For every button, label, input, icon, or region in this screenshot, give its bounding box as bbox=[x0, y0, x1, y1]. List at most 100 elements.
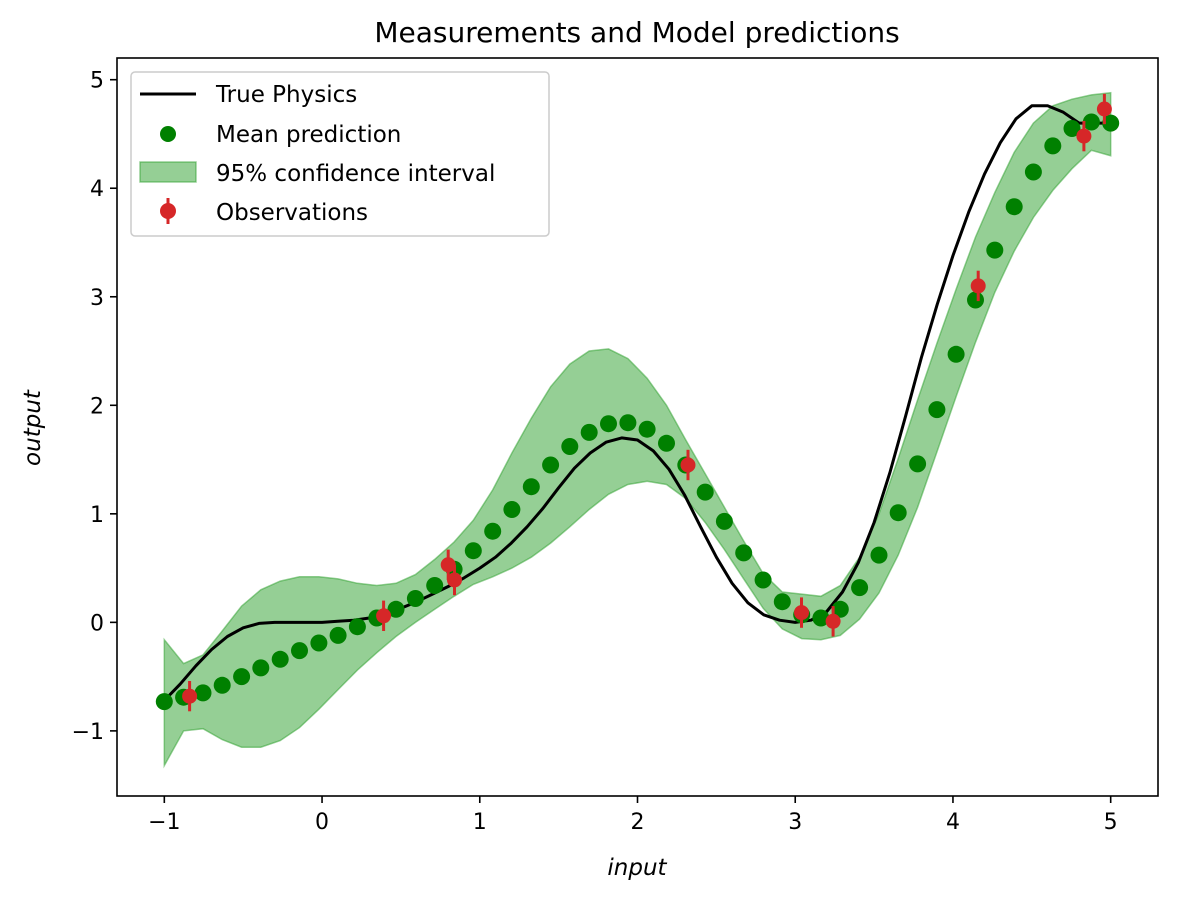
mean-prediction-point bbox=[348, 618, 366, 636]
legend-label-observations: Observations bbox=[216, 200, 368, 226]
mean-prediction-point bbox=[1005, 198, 1023, 216]
mean-prediction-point bbox=[831, 600, 849, 618]
observation-marker bbox=[970, 278, 986, 294]
mean-prediction-point bbox=[715, 512, 733, 530]
y-tick-label: 0 bbox=[90, 611, 104, 636]
observation-marker bbox=[440, 557, 456, 573]
y-tick-label: 5 bbox=[90, 69, 104, 94]
mean-prediction-point bbox=[773, 593, 791, 611]
x-tick-label: −1 bbox=[148, 810, 180, 835]
mean-prediction-point bbox=[638, 420, 656, 438]
legend-frame bbox=[130, 71, 550, 237]
x-axis-label: input bbox=[607, 855, 667, 881]
mean-prediction-point bbox=[1024, 163, 1042, 181]
mean-prediction-point bbox=[155, 693, 173, 711]
legend-patch-swatch bbox=[139, 161, 197, 183]
mean-prediction-point bbox=[754, 571, 772, 589]
observation-point bbox=[680, 449, 696, 481]
mean-prediction-point bbox=[947, 345, 965, 363]
x-tick-label: 1 bbox=[473, 810, 487, 835]
mean-prediction-point bbox=[909, 455, 927, 473]
legend-label-confidence-interval: 95% confidence interval bbox=[216, 161, 495, 187]
y-axis-label: output bbox=[20, 389, 46, 466]
true-physics-layer bbox=[163, 104, 1111, 702]
mean-prediction-point bbox=[986, 241, 1004, 259]
x-tick-label: 4 bbox=[946, 810, 960, 835]
mean-prediction-point bbox=[1082, 113, 1100, 131]
mean-prediction-point bbox=[310, 634, 328, 652]
legend-label-mean-prediction: Mean prediction bbox=[216, 122, 401, 148]
mean-prediction-point bbox=[1044, 137, 1062, 155]
x-tick-label: 5 bbox=[1104, 810, 1118, 835]
mean-prediction-point bbox=[619, 414, 637, 432]
observation-point bbox=[376, 600, 392, 631]
y-tick-label: 3 bbox=[90, 286, 104, 311]
legend-label-true-physics: True Physics bbox=[215, 82, 357, 108]
confidence-band-layer bbox=[163, 91, 1112, 769]
mean-prediction-point bbox=[580, 423, 598, 441]
legend: True Physics Mean prediction 95% confide… bbox=[130, 71, 550, 237]
mean-prediction-point bbox=[696, 483, 714, 501]
mean-prediction-point bbox=[387, 600, 405, 618]
observation-point bbox=[794, 597, 809, 628]
y-tick-label: 4 bbox=[90, 177, 104, 202]
observation-marker bbox=[447, 572, 462, 588]
y-tick-label: 1 bbox=[90, 503, 104, 528]
mean-prediction-point bbox=[542, 456, 560, 474]
observation-point bbox=[182, 681, 198, 712]
mean-prediction-point bbox=[1102, 114, 1120, 132]
mean-prediction-point bbox=[870, 546, 888, 564]
observation-point bbox=[447, 564, 462, 596]
mean-prediction-point bbox=[291, 642, 308, 660]
mean-prediction-point bbox=[851, 579, 869, 597]
observation-marker bbox=[794, 605, 809, 621]
legend-marker-swatch bbox=[160, 126, 176, 142]
mean-prediction-point bbox=[484, 522, 502, 540]
y-tick-label: 2 bbox=[90, 394, 104, 419]
observation-point bbox=[970, 270, 986, 302]
x-tick-label: 2 bbox=[631, 810, 645, 835]
mean-prediction-point bbox=[735, 544, 753, 562]
mean-prediction-point bbox=[271, 650, 289, 668]
observation-point bbox=[825, 606, 841, 637]
mean-prediction-point bbox=[503, 501, 521, 518]
mean-prediction-point bbox=[426, 577, 444, 594]
plot-area bbox=[116, 57, 1159, 797]
mean-prediction-point bbox=[233, 668, 251, 686]
confidence-band bbox=[163, 91, 1112, 769]
y-tick-label: −1 bbox=[72, 720, 104, 745]
mean-prediction-point bbox=[658, 434, 675, 452]
observation-marker bbox=[825, 613, 841, 629]
observation-marker bbox=[680, 457, 696, 473]
mean-prediction-point bbox=[561, 438, 579, 455]
x-axis-ticks: −1 0 1 2 3 4 5 bbox=[148, 796, 1118, 835]
mean-prediction-point bbox=[967, 291, 984, 309]
observation-marker bbox=[182, 688, 198, 704]
mean-prediction-point bbox=[252, 659, 270, 677]
mean-prediction-point bbox=[464, 542, 482, 560]
true-physics-line bbox=[163, 104, 1111, 702]
mean-prediction-point bbox=[928, 401, 946, 419]
observations-layer bbox=[182, 93, 1112, 712]
mean-prediction-point bbox=[522, 478, 540, 496]
legend-errorbar-marker bbox=[160, 203, 176, 219]
mean-prediction-point bbox=[889, 504, 907, 522]
x-tick-label: 3 bbox=[788, 810, 802, 835]
mean-prediction-point bbox=[194, 684, 212, 702]
mean-prediction-point bbox=[329, 626, 347, 644]
observation-marker bbox=[1076, 128, 1092, 144]
mean-prediction-point bbox=[812, 609, 830, 627]
mean-prediction-layer bbox=[155, 113, 1120, 711]
observation-marker bbox=[376, 608, 392, 624]
chart-title: Measurements and Model predictions bbox=[374, 16, 899, 49]
observation-point bbox=[440, 549, 456, 580]
mean-prediction-point bbox=[406, 590, 424, 607]
observation-point bbox=[1076, 120, 1092, 152]
y-axis-ticks: −1 0 1 2 3 4 5 bbox=[72, 69, 117, 745]
observation-marker bbox=[1096, 101, 1112, 117]
observation-point bbox=[1096, 93, 1112, 125]
mean-prediction-point bbox=[1063, 120, 1081, 137]
x-tick-label: 0 bbox=[315, 810, 329, 835]
mean-prediction-point bbox=[213, 676, 231, 694]
